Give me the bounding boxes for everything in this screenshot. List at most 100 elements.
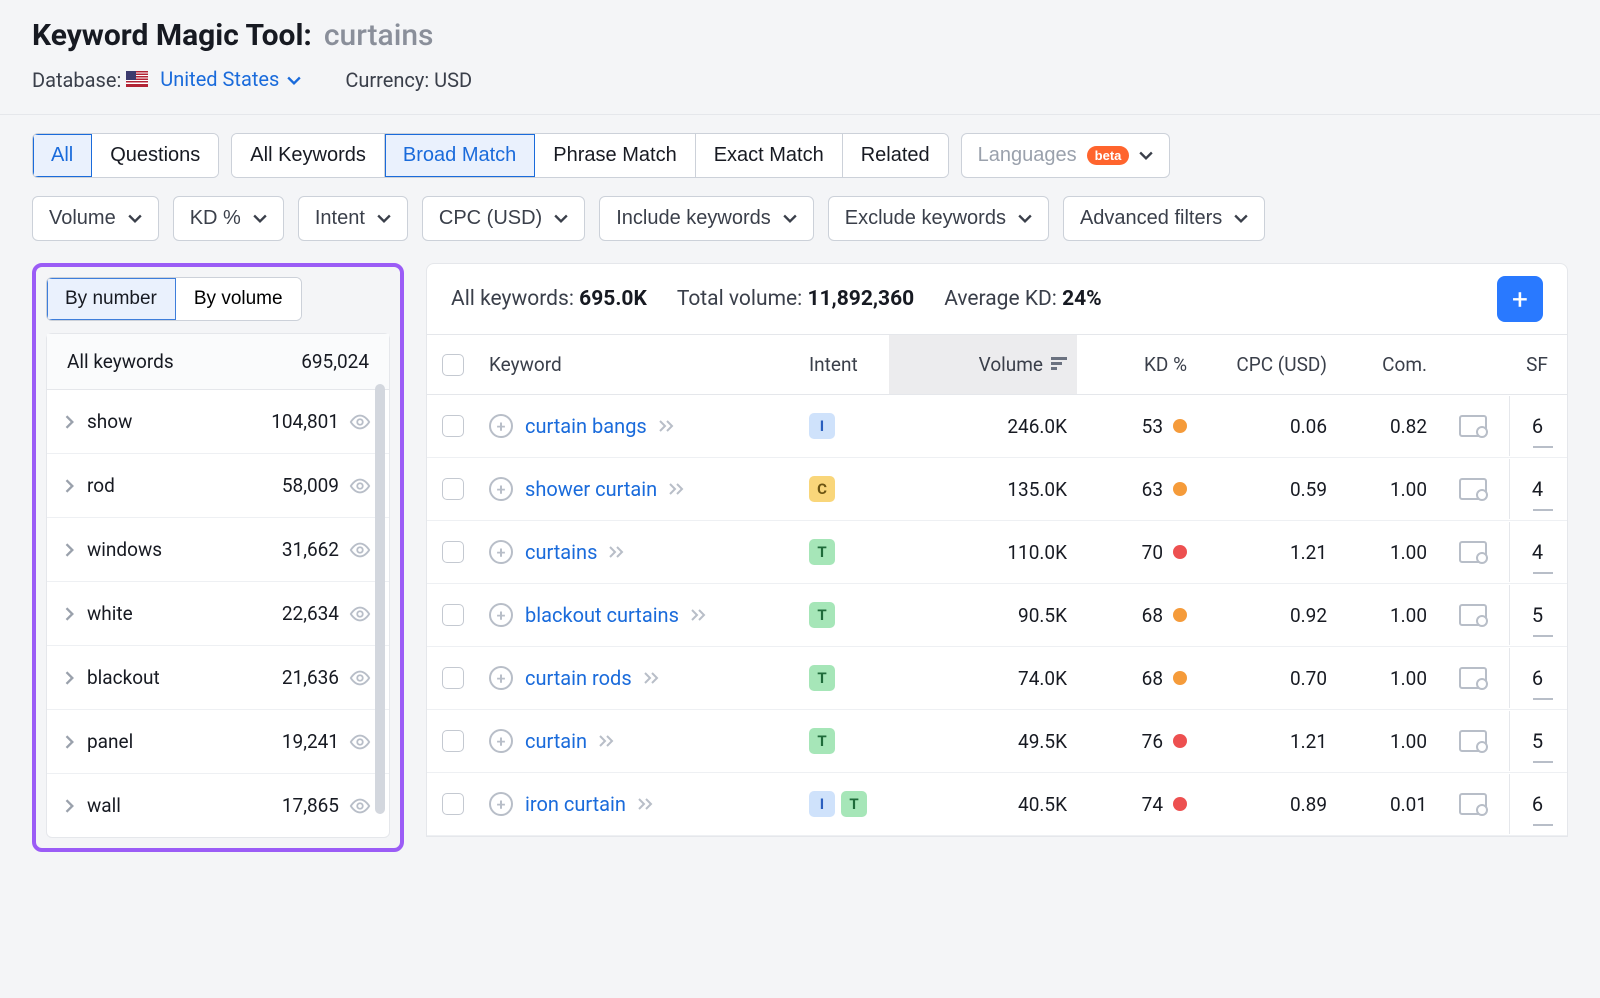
row-checkbox[interactable] (427, 523, 479, 581)
col-volume[interactable]: Volume (889, 335, 1077, 394)
sidebar-item[interactable]: windows 31,662 (47, 518, 389, 582)
serp-preview-icon[interactable] (1437, 523, 1509, 581)
col-kd[interactable]: KD % (1077, 335, 1197, 394)
row-checkbox[interactable] (427, 397, 479, 455)
kd-dot-icon (1173, 545, 1187, 559)
intent-badge: T (809, 665, 835, 691)
eye-icon[interactable] (349, 734, 371, 750)
eye-icon[interactable] (349, 414, 371, 430)
filter-exclude[interactable]: Exclude keywords (828, 196, 1049, 241)
col-cpc[interactable]: CPC (USD) (1197, 335, 1337, 394)
serp-preview-icon[interactable] (1437, 586, 1509, 644)
row-checkbox[interactable] (427, 649, 479, 707)
volume-cell: 135.0K (889, 460, 1077, 519)
select-all-checkbox[interactable] (427, 336, 479, 394)
seg-all[interactable]: All (33, 134, 92, 177)
sort-by-number[interactable]: By number (47, 278, 176, 320)
languages-label: Languages (978, 144, 1077, 167)
filter-include[interactable]: Include keywords (599, 196, 814, 241)
add-keyword-icon[interactable]: + (489, 666, 513, 690)
sort-desc-icon (1051, 353, 1067, 376)
filter-cpc[interactable]: CPC (USD) (422, 196, 585, 241)
double-chevron-icon[interactable] (659, 419, 677, 433)
database-selector[interactable]: Database: United States (32, 67, 301, 92)
add-button[interactable]: + (1497, 276, 1543, 322)
col-com[interactable]: Com. (1337, 335, 1437, 394)
add-keyword-icon[interactable]: + (489, 792, 513, 816)
kd-cell: 68 (1077, 586, 1197, 645)
eye-icon[interactable] (349, 478, 371, 494)
add-keyword-icon[interactable]: + (489, 729, 513, 753)
add-keyword-icon[interactable]: + (489, 414, 513, 438)
languages-dropdown[interactable]: Languages beta (961, 133, 1171, 178)
filter-kd[interactable]: KD % (173, 196, 284, 241)
sidebar-all-count: 695,024 (301, 350, 369, 373)
keyword-link[interactable]: curtain rods (525, 666, 632, 690)
sidebar-item[interactable]: show 104,801 (47, 390, 389, 454)
serp-preview-icon[interactable] (1437, 775, 1509, 833)
seg-all-keywords[interactable]: All Keywords (232, 134, 385, 177)
keyword-link[interactable]: curtain (525, 729, 587, 753)
filter-advanced[interactable]: Advanced filters (1063, 196, 1265, 241)
filter-volume[interactable]: Volume (32, 196, 159, 241)
eye-icon[interactable] (349, 606, 371, 622)
add-keyword-icon[interactable]: + (489, 477, 513, 501)
row-checkbox[interactable] (427, 460, 479, 518)
kd-dot-icon (1173, 419, 1187, 433)
serp-preview-icon[interactable] (1437, 460, 1509, 518)
serp-preview-icon[interactable] (1437, 397, 1509, 455)
sidebar-scrollbar[interactable] (375, 384, 385, 814)
intent-cell: T (799, 647, 889, 709)
add-keyword-icon[interactable]: + (489, 603, 513, 627)
intent-badge: I (809, 413, 835, 439)
double-chevron-icon[interactable] (609, 545, 627, 559)
keyword-link[interactable]: curtains (525, 540, 597, 564)
sidebar-item[interactable]: panel 19,241 (47, 710, 389, 774)
serp-preview-icon[interactable] (1437, 649, 1509, 707)
filter-label: Volume (49, 207, 116, 230)
summary-avg-kd-value: 24% (1062, 287, 1102, 311)
sidebar-item[interactable]: rod 58,009 (47, 454, 389, 518)
double-chevron-icon[interactable] (691, 608, 709, 622)
add-keyword-icon[interactable]: + (489, 540, 513, 564)
col-sf[interactable]: SF (1509, 335, 1565, 394)
sidebar-item[interactable]: blackout 21,636 (47, 646, 389, 710)
keyword-link[interactable]: blackout curtains (525, 603, 679, 627)
filter-intent[interactable]: Intent (298, 196, 408, 241)
intent-cell: T (799, 584, 889, 646)
database-link[interactable]: United States (126, 67, 301, 91)
sidebar-all-keywords[interactable]: All keywords 695,024 (47, 334, 389, 390)
intent-badge: I (809, 791, 835, 817)
double-chevron-icon[interactable] (599, 734, 617, 748)
volume-cell: 49.5K (889, 712, 1077, 771)
seg-broad-match[interactable]: Broad Match (385, 134, 535, 177)
row-checkbox[interactable] (427, 712, 479, 770)
row-checkbox[interactable] (427, 775, 479, 833)
sidebar-item[interactable]: white 22,634 (47, 582, 389, 646)
sort-by-volume[interactable]: By volume (176, 278, 301, 320)
keyword-link[interactable]: curtain bangs (525, 414, 647, 438)
seg-related[interactable]: Related (843, 134, 948, 177)
double-chevron-icon[interactable] (638, 797, 656, 811)
row-checkbox[interactable] (427, 586, 479, 644)
double-chevron-icon[interactable] (644, 671, 662, 685)
table-row: + blackout curtains T 90.5K 68 0.92 1.00… (427, 584, 1567, 647)
sidebar-item[interactable]: wall 17,865 (47, 774, 389, 837)
keyword-link[interactable]: iron curtain (525, 792, 626, 816)
keyword-link[interactable]: shower curtain (525, 477, 657, 501)
seg-questions[interactable]: Questions (92, 134, 218, 177)
cpc-cell: 0.92 (1197, 586, 1337, 645)
double-chevron-icon[interactable] (669, 482, 687, 496)
chevron-down-icon (128, 207, 142, 230)
seg-exact-match[interactable]: Exact Match (696, 134, 843, 177)
summary-all-kw-value: 695.0K (579, 287, 647, 311)
eye-icon[interactable] (349, 798, 371, 814)
eye-icon[interactable] (349, 542, 371, 558)
sidebar-item-count: 104,801 (271, 410, 339, 433)
col-intent[interactable]: Intent (799, 335, 889, 394)
serp-preview-icon[interactable] (1437, 712, 1509, 770)
summary-total-vol-label: Total volume: (677, 287, 802, 311)
eye-icon[interactable] (349, 670, 371, 686)
seg-phrase-match[interactable]: Phrase Match (535, 134, 695, 177)
col-keyword[interactable]: Keyword (479, 335, 799, 394)
